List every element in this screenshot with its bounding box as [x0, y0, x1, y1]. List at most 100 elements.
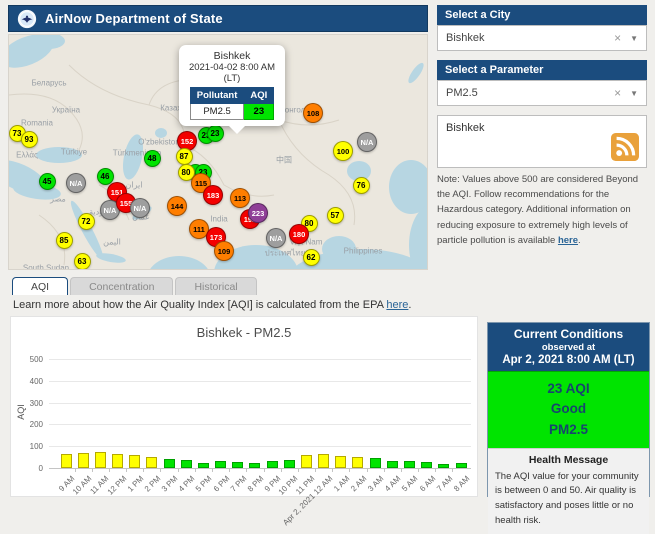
aqi-marker[interactable]: 80 — [177, 163, 195, 181]
chart-x-label: 6 AM — [417, 474, 438, 494]
chart-bar[interactable] — [163, 458, 175, 468]
chart-x-tick — [452, 468, 454, 472]
aqi-marker[interactable]: 87 — [175, 147, 193, 165]
chart-bar[interactable] — [300, 455, 312, 468]
aqi-marker[interactable]: 62 — [302, 248, 320, 266]
chart-x-tick — [435, 468, 437, 472]
aqi-map[interactable]: БеларусьУкраїнаRomaniaΕλλάςTürkiyeКазахс… — [8, 34, 428, 270]
chart-bar[interactable] — [77, 453, 89, 468]
aqi-marker[interactable]: 180 — [289, 224, 309, 244]
aqi-chart: Bishkek - PM2.5 AQI 0 100 200 300 400 500 9 AM… — [10, 316, 478, 527]
chart-bar[interactable] — [438, 463, 450, 468]
chart-bar[interactable] — [369, 458, 381, 468]
parameter-select[interactable]: PM2.5 × ▼ — [437, 80, 647, 106]
aqi-marker[interactable]: 113 — [230, 188, 250, 208]
aqi-marker[interactable]: 100 — [333, 141, 353, 161]
chart-x-tick — [280, 468, 282, 472]
aqi-marker[interactable]: 85 — [55, 231, 73, 249]
aqi-marker[interactable]: 76 — [352, 176, 370, 194]
aqi-marker[interactable]: 48 — [143, 149, 161, 167]
chart-x-tick — [383, 468, 385, 472]
aqi-marker[interactable]: N/A — [266, 228, 286, 248]
chart-x-label: 2 PM — [142, 474, 163, 494]
map-popup: Bishkek 2021-04-02 8:00 AM (LT) Pollutan… — [179, 45, 285, 134]
chart-x-label: 5 PM — [194, 474, 214, 494]
aqi-marker[interactable]: N/A — [66, 173, 86, 193]
tab-aqi[interactable]: AQI — [12, 277, 69, 295]
chart-x-tick — [211, 468, 213, 472]
aqi-marker[interactable]: 108 — [303, 103, 323, 123]
chart-y-tick: 0 — [38, 464, 43, 473]
chart-x-tick — [74, 468, 76, 472]
chart-bar[interactable] — [94, 451, 106, 468]
aqi-marker[interactable]: N/A — [357, 132, 377, 152]
aqi-marker[interactable]: 144 — [167, 196, 187, 216]
chart-bar[interactable] — [421, 461, 433, 468]
city-select[interactable]: Bishkek × ▼ — [437, 25, 647, 51]
chart-bar[interactable] — [318, 454, 330, 468]
chart-bar[interactable] — [146, 456, 158, 468]
aqi-marker[interactable]: 72 — [77, 212, 95, 230]
chart-title: Bishkek - PM2.5 — [196, 325, 292, 340]
epa-here-link[interactable]: here — [386, 299, 409, 311]
chart-x-tick — [366, 468, 368, 472]
aqi-marker[interactable]: 63 — [73, 252, 91, 269]
chart-x-tick — [160, 468, 162, 472]
cc-observed-at: observed at — [541, 342, 596, 353]
aqi-marker[interactable]: 45 — [38, 172, 56, 190]
aqi-marker[interactable]: 23 — [206, 124, 224, 142]
chart-bar[interactable] — [215, 461, 227, 468]
chart-gridline — [49, 468, 471, 469]
city-dropdown-arrow-icon[interactable]: ▼ — [630, 33, 638, 43]
cc-health-box: Health Message The AQI value for your co… — [488, 447, 649, 534]
popup-city: Bishkek — [213, 50, 251, 62]
cc-aqi-value: 23 AQI — [547, 381, 590, 396]
aqi-marker[interactable]: 183 — [203, 185, 223, 205]
chart-y-tick: 100 — [29, 442, 43, 452]
chart-bar[interactable] — [112, 453, 124, 468]
chart-bar[interactable] — [197, 462, 209, 468]
current-conditions-panel: Current Conditions observed at Apr 2, 20… — [487, 322, 650, 534]
aqi-marker[interactable]: 223 — [248, 203, 268, 223]
chart-bar[interactable] — [232, 462, 244, 468]
chart-x-tick — [349, 468, 351, 472]
chart-x-tick — [418, 468, 420, 472]
chart-bar[interactable] — [403, 460, 415, 468]
aqi-marker[interactable]: N/A — [100, 200, 120, 220]
chart-bar[interactable] — [455, 462, 467, 468]
chart-bar[interactable] — [266, 461, 278, 468]
clear-parameter-icon[interactable]: × — [614, 86, 622, 100]
parameter-dropdown-arrow-icon[interactable]: ▼ — [630, 88, 638, 98]
chart-bar[interactable] — [60, 454, 72, 468]
chart-gridline — [49, 446, 471, 448]
chart-x-tick — [263, 468, 265, 472]
tab-bar: AQI Concentration Historical — [12, 277, 257, 295]
chart-gridline — [49, 424, 471, 426]
aqi-marker[interactable]: 109 — [214, 241, 234, 261]
aqi-marker[interactable]: N/A — [130, 198, 150, 218]
note-here-link[interactable]: here — [557, 234, 579, 246]
chart-x-label: 12 PM — [105, 474, 128, 497]
rss-panel: Bishkek — [437, 115, 647, 168]
tab-historical[interactable]: Historical — [175, 277, 257, 295]
chart-bar[interactable] — [180, 460, 192, 468]
aqi-marker[interactable]: 93 — [20, 130, 38, 148]
aqi-marker[interactable]: 57 — [326, 206, 344, 224]
chart-bar[interactable] — [283, 459, 295, 468]
chart-bar[interactable] — [335, 456, 347, 468]
chart-x-tick — [315, 468, 317, 472]
chart-bar[interactable] — [129, 455, 141, 468]
cc-aqi-box: 23 AQI Good PM2.5 — [488, 371, 649, 448]
aqi-marker[interactable]: 46 — [96, 167, 114, 185]
health-message-text: The AQI value for your community is betw… — [495, 470, 639, 526]
chart-bar[interactable] — [249, 463, 261, 468]
cc-title: Current Conditions — [513, 327, 624, 341]
chart-y-tick: 400 — [29, 376, 43, 386]
chart-bar[interactable] — [386, 461, 398, 468]
rss-icon[interactable] — [611, 133, 639, 161]
chart-x-tick — [229, 468, 231, 472]
chart-bar[interactable] — [352, 456, 364, 468]
clear-city-icon[interactable]: × — [614, 31, 622, 45]
tab-concentration[interactable]: Concentration — [70, 277, 174, 295]
select-parameter-header: Select a Parameter — [437, 60, 647, 80]
